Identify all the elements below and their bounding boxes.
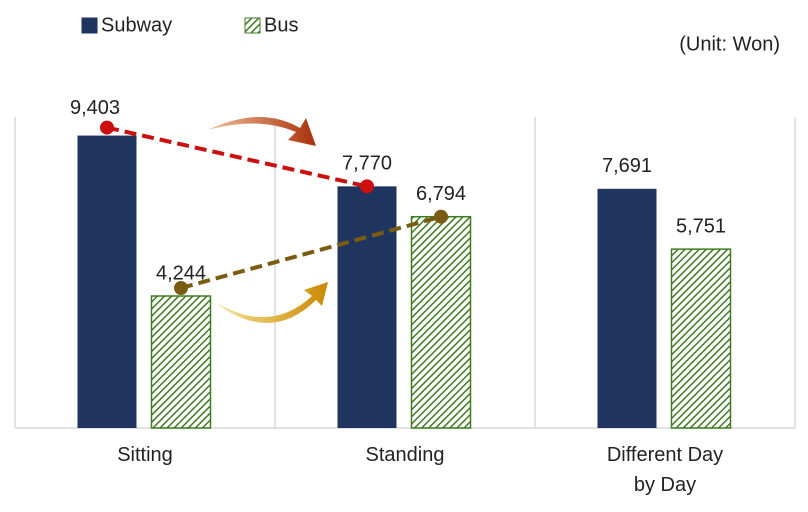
arrow: [208, 116, 316, 146]
x-tick-label: Sitting: [117, 444, 173, 466]
bar: [77, 135, 137, 428]
bar: [150, 295, 212, 429]
value-label: 4,244: [156, 262, 206, 284]
legend-label: Bus: [264, 14, 298, 36]
value-label: 7,691: [602, 155, 652, 177]
trend-line: [106, 125, 368, 189]
bar: [670, 248, 732, 429]
trend-dot: [434, 209, 448, 224]
trend-dot: [174, 281, 188, 296]
legend-swatch: [244, 17, 261, 34]
trend-dot: [360, 179, 374, 194]
value-label: 5,751: [676, 215, 726, 237]
arrow: [215, 282, 328, 324]
x-tick-label: Different Day by Day: [606, 444, 724, 496]
unit-note: (Unit: Won): [679, 33, 780, 55]
legend-label: Subway: [101, 14, 172, 36]
value-label: 9,403: [70, 97, 120, 119]
bar: [410, 215, 472, 429]
trend-line: [180, 214, 442, 290]
value-label: 6,794: [416, 183, 466, 205]
trend-dot: [100, 120, 114, 135]
legend-swatch: [81, 17, 98, 34]
bar: [337, 186, 397, 428]
bar: [597, 188, 657, 428]
x-tick-label: Standing: [365, 444, 445, 466]
value-label: 7,770: [342, 153, 392, 175]
plot-frame: [14, 117, 796, 429]
